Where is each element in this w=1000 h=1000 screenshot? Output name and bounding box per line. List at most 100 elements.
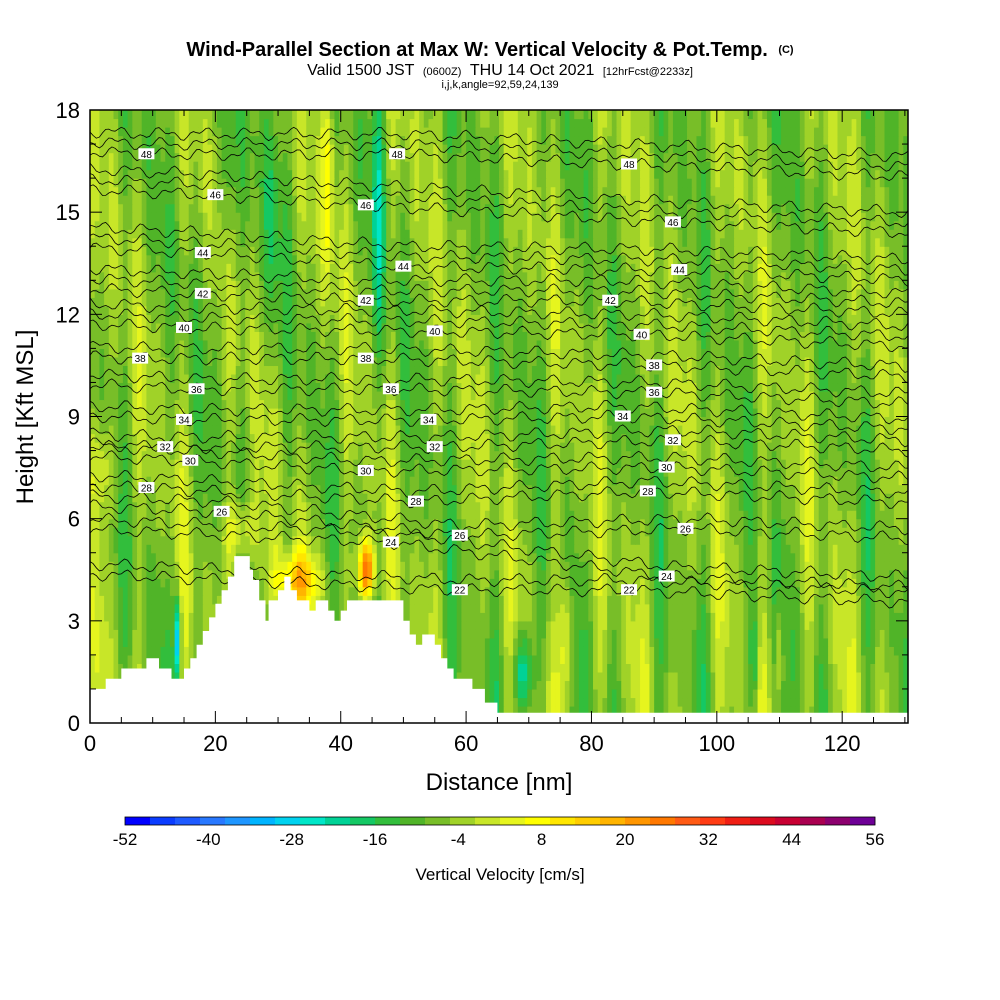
contour-label: 40 [429, 327, 441, 338]
colorbar-swatch [750, 817, 776, 825]
contour-label-box [182, 454, 199, 466]
colorbar-swatch [400, 817, 426, 825]
contour-label: 24 [385, 538, 397, 549]
terrain-mask [90, 556, 908, 723]
contour-label: 34 [617, 412, 629, 423]
contour-label: 48 [141, 150, 153, 161]
contour-label: 36 [385, 385, 397, 396]
x-tick-label: 80 [579, 731, 603, 756]
colorbar-swatch [800, 817, 826, 825]
chart-title: Wind-Parallel Section at Max W: Vertical… [186, 39, 794, 61]
y-tick-label: 9 [68, 405, 80, 430]
contour-label-box [382, 536, 399, 548]
theta-contour-46 [90, 162, 908, 218]
contour-label-box [621, 158, 638, 170]
theta-contour-46 [90, 173, 908, 227]
x-axis: 0 20 40 60 80 100 120 [84, 110, 906, 756]
colorbar-tick-label: -16 [363, 830, 388, 849]
contour-label-box [420, 413, 437, 425]
contour-label-box [451, 529, 468, 541]
contour-label-box [426, 325, 443, 337]
contour-label-box [426, 441, 443, 453]
y-tick-label: 18 [56, 98, 80, 123]
theta-contour-22 [90, 569, 908, 609]
contour-label: 34 [178, 415, 190, 426]
theta-contour-28 [90, 480, 908, 509]
colorbar-swatch [150, 817, 176, 825]
contour-label-box [194, 287, 211, 299]
contour-label: 48 [624, 160, 636, 171]
theta-contour-30 [90, 439, 908, 472]
contour-label-box [176, 413, 193, 425]
colorbar-tick-label: -28 [279, 830, 304, 849]
colorbar-swatch [500, 817, 526, 825]
colorbar-swatch [550, 817, 576, 825]
y-tick-label: 15 [56, 200, 80, 225]
contour-label-box [658, 570, 675, 582]
colorbar-swatch [525, 817, 551, 825]
colorbar-swatch [625, 817, 651, 825]
contour-label-box [633, 328, 650, 340]
theta-contour-44 [90, 242, 908, 287]
colorbar-title: Vertical Velocity [cm/s] [415, 865, 584, 884]
theta-contour-26 [90, 489, 908, 536]
colorbar-tick-label: 8 [537, 830, 546, 849]
colorbar-swatch [425, 817, 451, 825]
contour-label-box [357, 294, 374, 306]
colorbar-swatch [275, 817, 301, 825]
colorbar-swatch [225, 817, 251, 825]
theta-contour-48 [90, 126, 908, 162]
contour-label-box [602, 294, 619, 306]
colorbar-swatch [250, 817, 276, 825]
contour-label-box [646, 359, 663, 371]
colorbar-swatch [475, 817, 501, 825]
contour-label: 42 [197, 289, 209, 300]
contour-label: 26 [216, 507, 228, 518]
contour-label-box [382, 383, 399, 395]
theta-contour-22 [90, 558, 908, 599]
theta-contour-28 [90, 469, 908, 499]
contour-label: 38 [360, 354, 372, 365]
contour-label-box [194, 247, 211, 259]
x-axis-label: Distance [nm] [426, 769, 573, 796]
contour-label: 46 [210, 191, 222, 202]
contour-label: 30 [185, 456, 197, 467]
contour-label-box [639, 485, 656, 497]
colorbar-swatch [650, 817, 676, 825]
contour-label: 46 [667, 218, 679, 229]
colorbar-swatch [350, 817, 376, 825]
y-axis-label: Height [Kft MSL] [12, 330, 39, 505]
contour-label-box [188, 383, 205, 395]
contour-label: 28 [141, 484, 153, 495]
colorbar-swatch [175, 817, 201, 825]
theta-contour-42 [90, 264, 908, 299]
theta-contour-38 [90, 350, 908, 384]
contour-label: 44 [398, 262, 410, 273]
contour-label: 28 [410, 497, 422, 508]
theta-contour-34 [90, 409, 908, 435]
contour-label: 30 [661, 463, 673, 474]
contour-label-box [614, 410, 631, 422]
contour-label: 46 [360, 201, 372, 212]
contour-label: 36 [191, 385, 203, 396]
contour-label-box [138, 148, 155, 160]
contour-label: 44 [674, 266, 686, 277]
contour-label-box [213, 505, 230, 517]
contour-label-box [176, 321, 193, 333]
contour-label-box [132, 352, 149, 364]
theta-contour-36 [90, 368, 908, 398]
contour-label: 24 [661, 572, 673, 583]
contour-label: 38 [135, 354, 147, 365]
theta-contour-32 [90, 434, 908, 458]
colorbar-swatch [825, 817, 851, 825]
y-tick-label: 6 [68, 507, 80, 532]
y-tick-label: 3 [68, 609, 80, 634]
theta-contour-46 [90, 184, 908, 238]
contour-label: 30 [360, 466, 372, 477]
contour-label: 22 [454, 586, 466, 597]
x-tick-label: 120 [824, 731, 861, 756]
theta-contour-48 [90, 146, 908, 182]
contour-label: 40 [178, 323, 190, 334]
contour-label-box [646, 386, 663, 398]
theta-contour-36 [90, 378, 908, 409]
